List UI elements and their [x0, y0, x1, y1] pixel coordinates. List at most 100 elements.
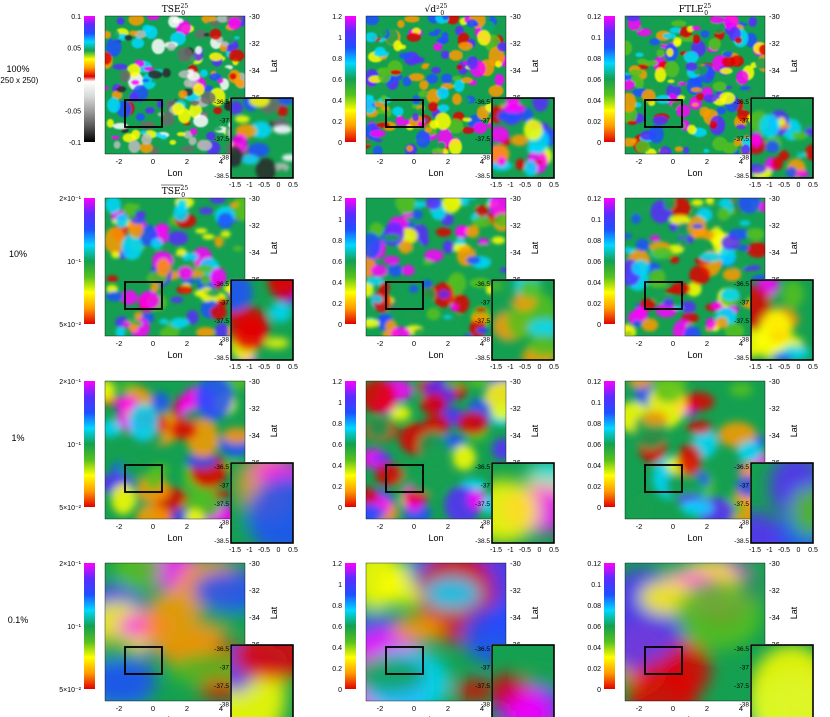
x-tick-label: -2 [636, 704, 643, 713]
colorbar-tick-label: 0.1 [591, 582, 601, 589]
colorbar-tick-label: 0.05 [67, 46, 81, 53]
inset-y-tick-label: -38.5 [734, 538, 749, 545]
colorbar-tick-label: 1 [338, 582, 342, 589]
x-tick-label: 4 [219, 157, 223, 166]
y-tick-label: -32 [510, 586, 521, 595]
colorbar-tick-label: 0.2 [332, 484, 342, 491]
x-axis-label: Lon [428, 715, 443, 717]
y-tick-label: -34 [769, 66, 780, 75]
inset-y-tick-label: -36.5 [214, 646, 229, 653]
y-tick-label: -30 [249, 559, 260, 568]
zoom-box [124, 281, 163, 310]
x-tick-label: 4 [219, 339, 223, 348]
colorbar-tick-label: 5×10⁻² [59, 687, 81, 694]
y-tick-label: -30 [510, 559, 521, 568]
x-axis-label: Lon [687, 168, 702, 178]
x-tick-label: 4 [480, 339, 484, 348]
y-tick-label: -34 [249, 431, 260, 440]
x-tick-label: 4 [739, 522, 743, 531]
inset-y-tick-label: -37 [220, 118, 230, 125]
row-label-100: 100% [6, 64, 29, 74]
colorbar-tick-label: -0.1 [69, 140, 81, 147]
inset-x-tick-label: -1 [766, 364, 772, 371]
colorbar-tick-label: 0 [338, 687, 342, 694]
inset-frame [750, 644, 814, 717]
colorbar-tick-label: 0.02 [587, 301, 601, 308]
colorbar-tick-label: 0.2 [332, 119, 342, 126]
colorbar-tick-label: 5×10⁻² [59, 505, 81, 512]
inset-y-tick-label: -37 [481, 483, 491, 490]
inset-x-tick-label: -1.5 [229, 364, 241, 371]
x-tick-label: 0 [151, 339, 155, 348]
colorbar-r3c1 [345, 563, 356, 689]
inset-y-tick-label: -37 [220, 665, 230, 672]
y-axis-label: Lat [269, 59, 279, 72]
y-tick-label: -34 [249, 66, 260, 75]
colorbar-tick-label: 0.04 [587, 645, 601, 652]
zoom-box [644, 646, 683, 675]
colorbar-tick-label: 0.04 [587, 463, 601, 470]
inset-y-tick-label: -37 [740, 483, 750, 490]
inset-frame [750, 279, 814, 361]
x-tick-label: 2 [446, 339, 450, 348]
zoom-box [644, 281, 683, 310]
inset-y-tick-label: -36.5 [734, 646, 749, 653]
inset-y-tick-label: -37.5 [475, 318, 490, 325]
inset-x-tick-label: 0.5 [549, 547, 559, 554]
colorbar-tick-label: 0.04 [587, 280, 601, 287]
inset-y-tick-label: -37.5 [734, 136, 749, 143]
colorbar-tick-label: 0.6 [332, 259, 342, 266]
inset-x-tick-label: 0.5 [549, 182, 559, 189]
x-axis-label: Lon [167, 350, 182, 360]
inset-frame [230, 97, 294, 179]
colorbar-tick-label: 0 [597, 322, 601, 329]
inset-y-tick-label: -37.5 [475, 501, 490, 508]
colorbar-tick-label: 10⁻¹ [67, 259, 81, 266]
inset-x-tick-label: 0.5 [808, 364, 818, 371]
colorbar-tick-label: 1 [338, 35, 342, 42]
inset-x-tick-label: 0.5 [549, 364, 559, 371]
zoom-box [124, 99, 163, 128]
colorbar-r3c0 [84, 563, 95, 689]
inset-y-tick-label: -36.5 [475, 281, 490, 288]
y-tick-label: -32 [249, 39, 260, 48]
inset-y-tick-label: -36.5 [734, 464, 749, 471]
x-tick-label: 0 [671, 522, 675, 531]
colorbar-tick-label: 0.12 [587, 561, 601, 568]
inset-y-tick-label: -38 [220, 155, 230, 162]
inset-x-tick-label: -1 [246, 182, 252, 189]
x-tick-label: 4 [739, 704, 743, 713]
x-tick-label: 2 [705, 522, 709, 531]
y-tick-label: -30 [769, 559, 780, 568]
colorbar-tick-label: 0.08 [587, 238, 601, 245]
inset-y-tick-label: -37 [740, 300, 750, 307]
inset-y-tick-label: -37 [220, 483, 230, 490]
y-tick-label: -34 [510, 613, 521, 622]
inset-y-tick-label: -36.5 [214, 99, 229, 106]
inset-x-tick-label: -1.5 [490, 364, 502, 371]
inset-x-tick-label: 0.5 [808, 547, 818, 554]
inset-x-tick-label: -1 [246, 364, 252, 371]
inset-y-tick-label: -37.5 [734, 683, 749, 690]
x-tick-label: -2 [116, 522, 123, 531]
colorbar-r1c2 [604, 198, 615, 324]
x-tick-label: 0 [671, 704, 675, 713]
colorbar-tick-label: 2×10⁻¹ [59, 561, 81, 568]
panel-r3-c0: 2×10⁻¹10⁻¹5×10⁻²-2024Lon-30-32-34-36Lat-… [59, 559, 294, 717]
panel-r2-c1: 1.210.80.60.40.20-2024Lon-30-32-34-36Lat… [332, 377, 559, 554]
inset-x-tick-label: -0.5 [778, 364, 790, 371]
colorbar-tick-label: 1.2 [332, 14, 342, 21]
inset-y-tick-label: -37.5 [734, 501, 749, 508]
colorbar-tick-label: 1 [338, 217, 342, 224]
inset-x-tick-label: -0.5 [778, 182, 790, 189]
x-tick-label: 2 [705, 704, 709, 713]
inset-x-tick-label: -1 [507, 364, 513, 371]
zoom-box [385, 281, 424, 310]
colorbar-tick-label: 0.4 [332, 645, 342, 652]
panel-grid: 0.10.050-0.05-0.1-2024Lon-30-32-34-36Lat… [59, 3, 818, 717]
inset-x-tick-label: 0 [797, 182, 801, 189]
colorbar-tick-label: 0.12 [587, 379, 601, 386]
inset-y-tick-label: -38 [220, 520, 230, 527]
y-axis-label: Lat [789, 606, 799, 619]
